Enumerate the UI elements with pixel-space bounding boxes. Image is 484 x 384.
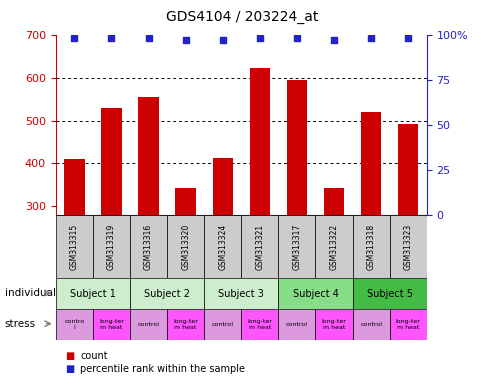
Bar	[249, 68, 270, 335]
Bar	[64, 159, 84, 335]
Text: Subject 5: Subject 5	[366, 289, 412, 299]
Bar	[130, 278, 204, 309]
Bar	[389, 309, 426, 340]
Text: long-ter
m heat: long-ter m heat	[173, 319, 197, 330]
Point	[218, 37, 226, 43]
Text: Subject 1: Subject 1	[70, 289, 116, 299]
Point	[144, 35, 152, 41]
Bar	[138, 97, 158, 335]
Bar	[212, 158, 232, 335]
Text: GDS4104 / 203224_at: GDS4104 / 203224_at	[166, 10, 318, 23]
Bar	[315, 215, 352, 278]
Text: long-ter
m heat: long-ter m heat	[247, 319, 272, 330]
Bar	[352, 309, 389, 340]
Bar	[323, 188, 344, 335]
Bar	[204, 215, 241, 278]
Bar	[166, 309, 204, 340]
Text: individual: individual	[5, 288, 56, 298]
Bar	[278, 278, 352, 309]
Bar	[352, 215, 389, 278]
Text: count: count	[80, 351, 107, 361]
Bar	[241, 215, 278, 278]
Text: GSM313324: GSM313324	[218, 223, 227, 270]
Bar	[397, 124, 418, 335]
Bar	[286, 80, 306, 335]
Text: stress: stress	[5, 319, 36, 329]
Text: GSM313322: GSM313322	[329, 223, 338, 270]
Bar	[130, 215, 166, 278]
Bar	[101, 108, 121, 335]
Bar	[93, 309, 130, 340]
Point	[330, 37, 337, 43]
Bar	[360, 112, 380, 335]
Point	[404, 35, 411, 41]
Text: GSM313317: GSM313317	[292, 223, 301, 270]
Text: GSM313318: GSM313318	[366, 223, 375, 270]
Bar	[166, 215, 204, 278]
Text: control: control	[212, 322, 233, 327]
Text: Subject 3: Subject 3	[218, 289, 264, 299]
Text: GSM313320: GSM313320	[181, 223, 190, 270]
Text: GSM313315: GSM313315	[70, 223, 79, 270]
Text: control: control	[286, 322, 307, 327]
Text: ■: ■	[65, 364, 75, 374]
Text: Subject 4: Subject 4	[292, 289, 338, 299]
Text: long-ter
m heat: long-ter m heat	[321, 319, 346, 330]
Text: long-ter
m heat: long-ter m heat	[99, 319, 123, 330]
Point	[366, 35, 374, 41]
Bar	[204, 278, 278, 309]
Bar	[352, 278, 426, 309]
Text: Subject 2: Subject 2	[144, 289, 190, 299]
Bar	[56, 309, 93, 340]
Point	[107, 35, 115, 41]
Bar	[204, 309, 241, 340]
Bar	[130, 309, 166, 340]
Bar	[278, 309, 315, 340]
Bar	[56, 215, 93, 278]
Text: long-ter
m heat: long-ter m heat	[395, 319, 420, 330]
Text: GSM313316: GSM313316	[144, 223, 153, 270]
Bar	[389, 215, 426, 278]
Text: control: control	[360, 322, 381, 327]
Text: percentile rank within the sample: percentile rank within the sample	[80, 364, 244, 374]
Bar	[56, 278, 130, 309]
Point	[256, 35, 263, 41]
Point	[292, 35, 300, 41]
Bar	[315, 309, 352, 340]
Bar	[175, 188, 196, 335]
Bar	[278, 215, 315, 278]
Bar	[241, 309, 278, 340]
Text: contro
l: contro l	[64, 319, 84, 330]
Bar	[93, 215, 130, 278]
Point	[182, 37, 189, 43]
Text: control: control	[137, 322, 159, 327]
Text: GSM313321: GSM313321	[255, 223, 264, 270]
Point	[70, 35, 78, 41]
Text: GSM313319: GSM313319	[106, 223, 116, 270]
Text: ■: ■	[65, 351, 75, 361]
Text: GSM313323: GSM313323	[403, 223, 412, 270]
